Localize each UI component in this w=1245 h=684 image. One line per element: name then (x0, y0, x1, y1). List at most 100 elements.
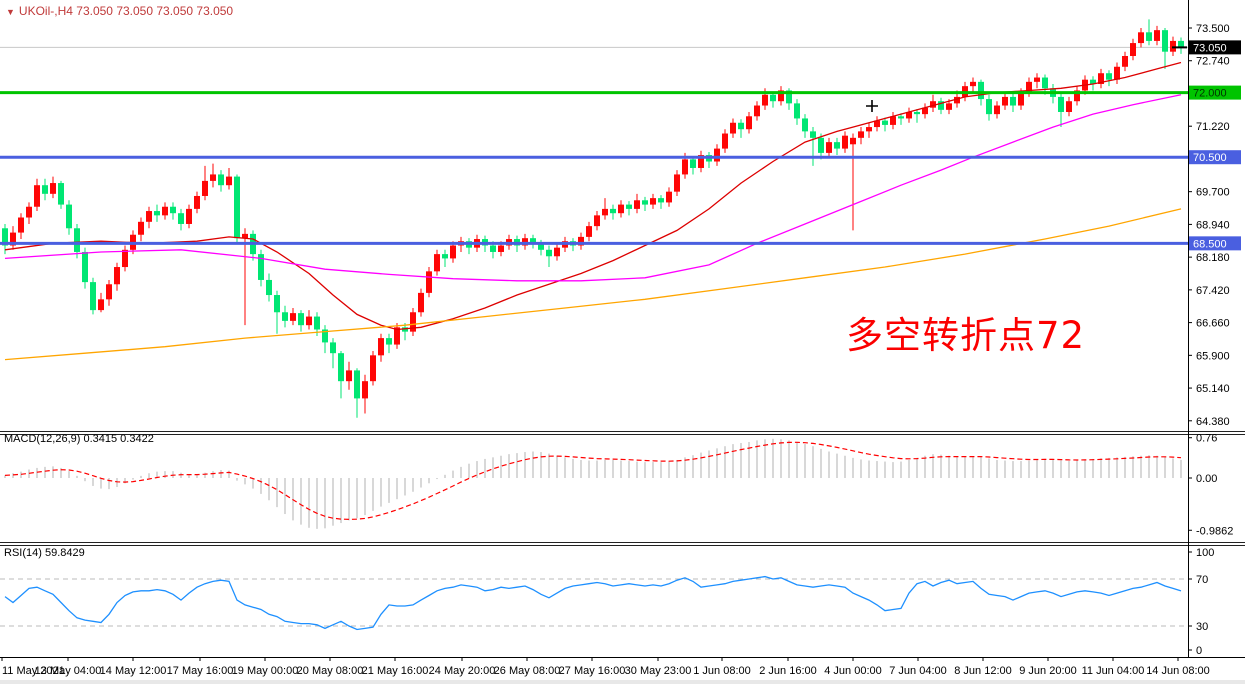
rsi-tick-label: 30 (1196, 621, 1208, 633)
candle-body (1154, 30, 1160, 41)
price-tick-label: 73.500 (1196, 23, 1230, 35)
candle-body (906, 111, 912, 119)
candle-body (730, 122, 736, 134)
ohlc-readout: 73.050 73.050 73.050 73.050 (76, 4, 234, 18)
candle-body (394, 327, 400, 345)
candle-body (34, 185, 40, 207)
time-tick-label: 24 May 20:00 (429, 665, 496, 677)
candle-body (370, 355, 376, 382)
price-badge-label: 73.050 (1193, 42, 1227, 54)
candle-body (1170, 40, 1176, 52)
candle-body (162, 206, 168, 216)
price-tick-label: 68.180 (1196, 252, 1230, 264)
candle-body (1074, 90, 1080, 102)
time-tick-label: 19 May 00:00 (232, 665, 299, 677)
candle-body (146, 211, 152, 222)
macd-tick-label: 0.76 (1196, 433, 1217, 445)
price-axis[interactable]: 73.500 72.740 71.220 69.700 68.940 68.180 67.4… (1188, 0, 1241, 657)
candle-body (898, 116, 904, 119)
time-tick-label: 9 Jun 20:00 (1019, 665, 1077, 677)
price-tick-label: 68.940 (1196, 219, 1230, 231)
candle-body (1114, 66, 1120, 80)
candle-body (714, 148, 720, 162)
candle-body (938, 101, 944, 110)
candle-body (1066, 101, 1072, 112)
candle-body (602, 208, 608, 216)
annotation-text[interactable]: 多空转折点72 (846, 314, 1086, 357)
candle-body (858, 131, 864, 138)
candle-body (378, 338, 384, 356)
candle-body (106, 284, 112, 300)
panel-separator[interactable] (0, 431, 1245, 435)
candle-body (338, 353, 344, 382)
candle-body (202, 180, 208, 196)
candle-body (322, 329, 328, 343)
candle-body (594, 215, 600, 227)
rsi-panel[interactable] (0, 575, 1188, 631)
candle-body (1010, 96, 1016, 106)
candle-body (258, 254, 264, 280)
candle-body (186, 208, 192, 224)
candle-body (354, 370, 360, 399)
rsi-tick-label: 0 (1196, 645, 1202, 657)
time-tick-label: 26 May 08:00 (494, 665, 561, 677)
candle-body (586, 226, 592, 237)
candle-body (330, 342, 336, 354)
rsi-axis[interactable]: 100 70 30 0 (1188, 547, 1214, 657)
candle-body (1106, 73, 1112, 80)
candle-body (930, 101, 936, 108)
time-tick-label: 20 May 08:00 (297, 665, 364, 677)
candle-body (234, 176, 240, 239)
candle-body (538, 243, 544, 250)
candle-body (402, 327, 408, 332)
candle-body (1058, 96, 1064, 112)
macd-panel[interactable] (4, 438, 1182, 529)
candle-body (914, 111, 920, 115)
candle-body (1162, 30, 1168, 52)
candle-body (2, 228, 8, 246)
candle-body (298, 313, 304, 326)
candle-body (498, 245, 504, 252)
price-badge-label: 70.500 (1193, 152, 1227, 164)
time-tick-label: 21 May 16:00 (362, 665, 429, 677)
candle-body (282, 312, 288, 321)
candle-body (818, 137, 824, 153)
candle-body (58, 183, 64, 205)
macd-axis[interactable]: 0.76 0.00 -0.9862 (1188, 433, 1233, 538)
candle-body (546, 249, 552, 257)
price-tick-label: 64.380 (1196, 416, 1230, 428)
candle-body (290, 313, 296, 321)
price-tick-label: 66.660 (1196, 318, 1230, 330)
time-tick-label: 17 May 16:00 (167, 665, 234, 677)
candle-body (434, 254, 440, 272)
candle-body (226, 176, 232, 186)
window-bottom-edge (0, 680, 1245, 684)
cross-marker-icon[interactable] (866, 100, 878, 112)
candle-body (666, 191, 672, 203)
time-tick-label: 4 Jun 00:00 (824, 665, 882, 677)
candle-body (786, 90, 792, 104)
candle-body (1090, 79, 1096, 84)
price-tick-label: 67.420 (1196, 285, 1230, 297)
candle-body (954, 96, 960, 104)
rsi-tick-label: 70 (1196, 574, 1208, 586)
candle-body (50, 183, 56, 194)
candle-body (1018, 92, 1024, 106)
candle-body (778, 90, 784, 102)
ma-slow-line (4, 208, 1182, 361)
candle-body (842, 135, 848, 149)
price-badge (1189, 150, 1241, 165)
time-tick-label: 30 May 23:00 (625, 665, 692, 677)
horizontal-level-lines[interactable] (0, 91, 1188, 245)
candle-body (634, 200, 640, 209)
time-tick-label: 14 Jun 08:00 (1146, 665, 1210, 677)
time-tick-label: 14 May 12:00 (100, 665, 167, 677)
panel-separator[interactable] (0, 542, 1245, 546)
candle-body (618, 204, 624, 214)
candle-body (946, 103, 952, 110)
collapse-triangle-icon[interactable]: ▼ (6, 7, 15, 17)
candle-body (346, 370, 352, 382)
